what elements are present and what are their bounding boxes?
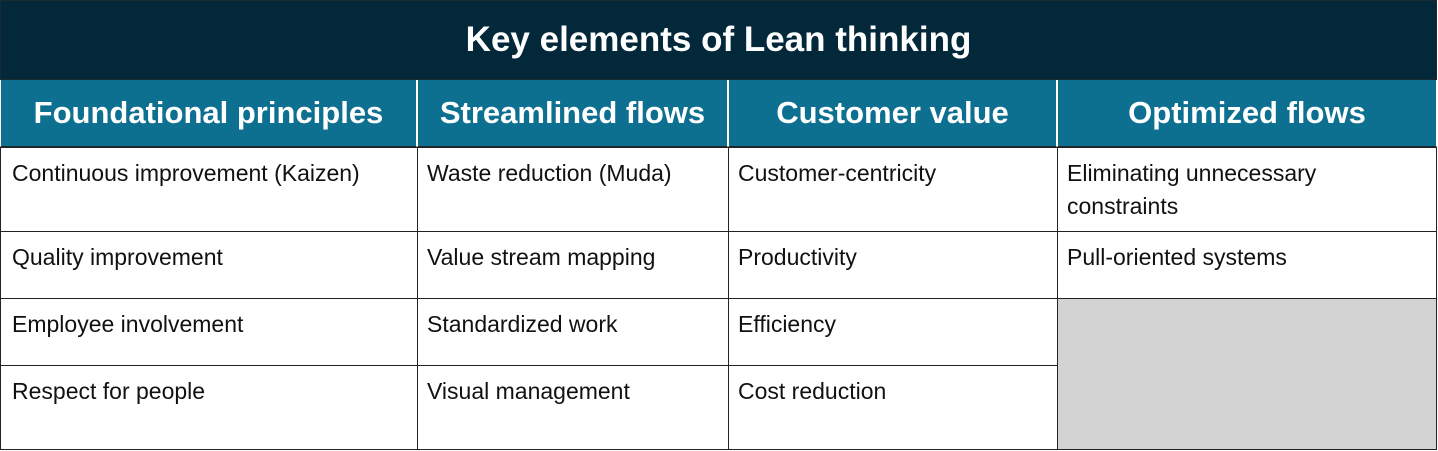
empty-merged-cell bbox=[1057, 298, 1437, 450]
table-cell: Cost reduction bbox=[728, 365, 1058, 450]
column-header-customer-value: Customer value bbox=[728, 80, 1057, 147]
table-cell: Continuous improvement (Kaizen) bbox=[0, 147, 418, 232]
table-cell: Pull-oriented systems bbox=[1057, 231, 1437, 299]
column-header-optimized-flows: Optimized flows bbox=[1057, 80, 1437, 147]
table-cell: Waste reduction (Muda) bbox=[417, 147, 729, 232]
table-cell: Value stream mapping bbox=[417, 231, 729, 299]
table-cell: Productivity bbox=[728, 231, 1058, 299]
table-cell: Customer-centricity bbox=[728, 147, 1058, 232]
table-cell: Efficiency bbox=[728, 298, 1058, 366]
table-cell: Respect for people bbox=[0, 365, 418, 450]
table-cell: Visual management bbox=[417, 365, 729, 450]
column-header-streamlined-flows: Streamlined flows bbox=[417, 80, 728, 147]
column-header-foundational-principles: Foundational principles bbox=[0, 80, 417, 147]
table-cell: Eliminating unnecessary constraints bbox=[1057, 147, 1437, 232]
table-cell: Employee involvement bbox=[0, 298, 418, 366]
table-cell: Quality improvement bbox=[0, 231, 418, 299]
table-cell: Standardized work bbox=[417, 298, 729, 366]
table-title: Key elements of Lean thinking bbox=[0, 0, 1437, 80]
